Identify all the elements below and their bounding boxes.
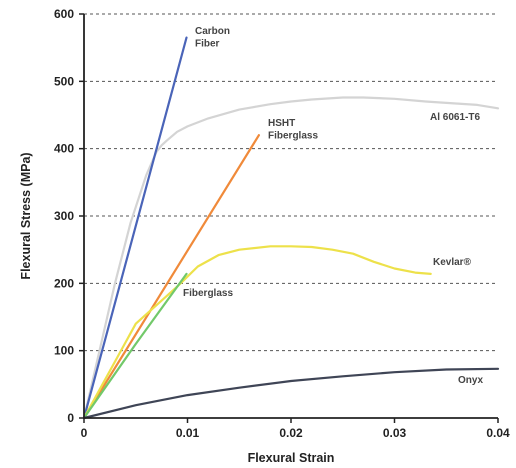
x-tick-label: 0.01 <box>176 426 200 440</box>
y-tick-label: 0 <box>67 411 74 425</box>
x-tick-label: 0 <box>81 426 88 440</box>
series-line-al-6061-t6 <box>82 96 500 420</box>
y-tick-label: 300 <box>54 209 74 223</box>
y-tick-label: 100 <box>54 344 74 358</box>
y-tick-label: 200 <box>54 276 74 290</box>
series-line-carbon-fiber <box>82 36 188 420</box>
gridlines <box>84 13 498 352</box>
y-tick-label: 400 <box>54 142 74 156</box>
x-tick-label: 0.03 <box>383 426 407 440</box>
series-label-onyx: Onyx <box>458 375 483 386</box>
series-label-al-6061-t6: Al 6061-T6 <box>430 112 480 123</box>
x-axis-title: Flexural Strain <box>248 451 335 465</box>
y-axis-title: Flexural Stress (MPa) <box>19 152 33 279</box>
series-line-onyx <box>82 367 500 420</box>
series-label-carbon-fiber: Carbon Fiber <box>195 26 230 50</box>
y-tick-label: 600 <box>54 7 74 21</box>
series-lines <box>82 36 500 420</box>
series-line-hsht-fiberglass <box>82 134 260 420</box>
y-tick-label: 500 <box>54 74 74 88</box>
series-line-fiberglass <box>82 272 188 420</box>
series-label-kevlar: Kevlar® <box>433 257 472 268</box>
series-labels: Al 6061-T6 Carbon Fiber HSHT Fiberglass Kevla… <box>183 26 483 386</box>
series-label-hsht-fiberglass: HSHT Fiberglass <box>268 118 318 142</box>
series-line-kevlar <box>82 245 432 420</box>
x-tick-label: 0.04 <box>486 426 510 440</box>
series-label-fiberglass: Fiberglass <box>183 288 233 299</box>
x-tick-label: 0.02 <box>279 426 303 440</box>
ticks: 0 100 200 300 400 500 600 0 0.01 0.02 0.03 0.04 <box>54 7 510 440</box>
